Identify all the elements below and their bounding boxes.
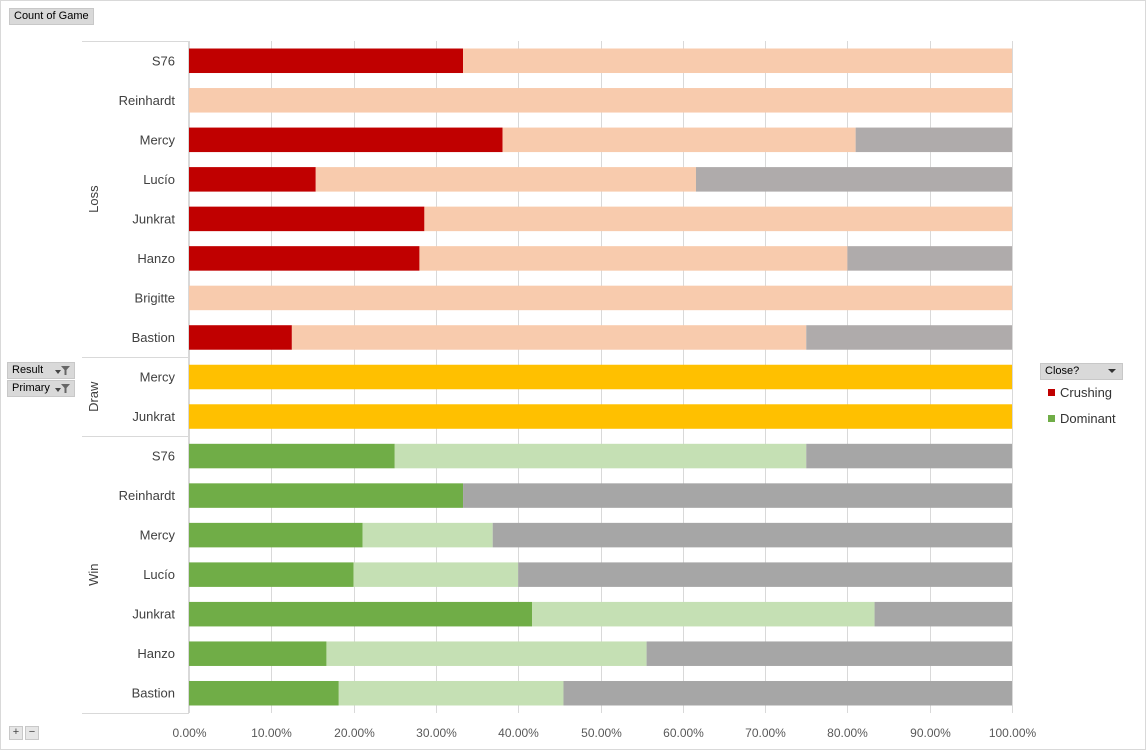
bar-segment[interactable] [353,562,519,587]
bar-segment[interactable] [189,325,292,350]
bar-segment[interactable] [463,48,1013,74]
bar-segment[interactable] [532,601,875,627]
x-tick-label: 0.00% [172,726,206,740]
group-label: Draw [86,381,101,412]
x-tick-label: 100.00% [989,726,1037,740]
bar-segment[interactable] [463,483,1013,508]
bar-segment[interactable] [394,443,807,469]
legend-field-label: Close? [1045,365,1080,377]
bar-segment[interactable] [362,522,493,548]
bar-segment[interactable] [326,641,647,666]
bar-segment[interactable] [189,48,464,74]
bar-segment[interactable] [189,127,503,153]
x-tick-label: 70.00% [745,726,786,740]
collapse-button[interactable]: − [25,726,39,740]
x-tick-label: 50.00% [581,726,622,740]
bar-segment[interactable] [806,325,1012,350]
category-label: Junkrat [132,211,175,226]
legend-item-crushing: Crushing [1048,385,1112,401]
x-tick-label: 40.00% [498,726,539,740]
bar-segment[interactable] [189,246,420,271]
category-label: Bastion [132,686,175,701]
category-label: Lucío [143,172,175,187]
category-label: Mercy [140,132,176,147]
expand-button[interactable]: + [9,726,23,740]
bar-segment[interactable] [518,562,1012,587]
bar-segment[interactable] [502,127,856,153]
dropdown-arrow-icon[interactable] [1108,365,1117,381]
group-label: Loss [86,185,101,213]
category-label: Reinhardt [119,93,176,108]
x-tick-label: 60.00% [663,726,704,740]
bar-segment[interactable] [189,483,464,508]
bar-segment[interactable] [189,562,354,587]
legend-label: Dominant [1060,411,1116,426]
x-tick-label: 10.00% [251,726,292,740]
category-label: Reinhardt [119,488,176,503]
value-field-label: Count of Game [14,10,89,22]
bar-segment[interactable] [189,88,1012,113]
result-field-button[interactable]: Result [7,362,75,379]
x-tick-label: 80.00% [827,726,868,740]
bar-segment[interactable] [189,404,1012,429]
group-label: Win [86,563,101,585]
category-label: Mercy [140,528,176,543]
category-label: Hanzo [137,251,175,266]
category-label: S76 [152,53,175,68]
filter-icon[interactable] [55,365,71,381]
primary-field-button[interactable]: Primary [7,380,75,397]
x-tick-label: 20.00% [334,726,375,740]
bar-segment[interactable] [189,167,316,192]
x-tick-label: 30.00% [416,726,457,740]
filter-icon[interactable] [55,383,71,399]
value-field-button[interactable]: Count of Game [9,8,94,25]
bar-segment[interactable] [189,680,339,706]
bar-segment[interactable] [189,285,1012,311]
bar-segment[interactable] [189,522,363,548]
category-label: Brigitte [135,290,175,305]
legend-label: Crushing [1060,385,1113,400]
category-label: Bastion [132,330,175,345]
bar-segment[interactable] [847,246,1012,271]
category-label: Junkrat [132,607,175,622]
bar-segment[interactable] [189,601,533,627]
bar-segment[interactable] [315,167,696,192]
bar-segment[interactable] [419,246,848,271]
bar-segment[interactable] [492,522,1012,548]
bar-segment[interactable] [806,443,1012,469]
legend-field-button[interactable]: Close? [1040,363,1123,380]
bar-segment[interactable] [291,325,807,350]
bar-segment[interactable] [646,641,1012,666]
legend-swatch [1048,389,1055,397]
bar-segment[interactable] [695,167,1012,192]
category-label: Junkrat [132,409,175,424]
bar-segment[interactable] [189,364,1012,390]
bar-segment[interactable] [189,641,327,666]
bar-segment[interactable] [189,206,425,232]
legend-swatch [1048,415,1055,423]
bar-segment[interactable] [874,601,1012,627]
category-label: S76 [152,449,175,464]
category-label: Hanzo [137,646,175,661]
category-label: Mercy [140,370,176,385]
category-label: Lucío [143,567,175,582]
bar-segment[interactable] [189,443,395,469]
legend-item-dominant: Dominant [1048,411,1116,427]
bar-segment[interactable] [563,680,1012,706]
x-tick-label: 90.00% [910,726,951,740]
bar-segment[interactable] [855,127,1012,153]
bar-segment[interactable] [338,680,564,706]
primary-field-label: Primary [12,382,50,394]
result-field-label: Result [12,364,44,376]
bar-segment[interactable] [424,206,1012,232]
